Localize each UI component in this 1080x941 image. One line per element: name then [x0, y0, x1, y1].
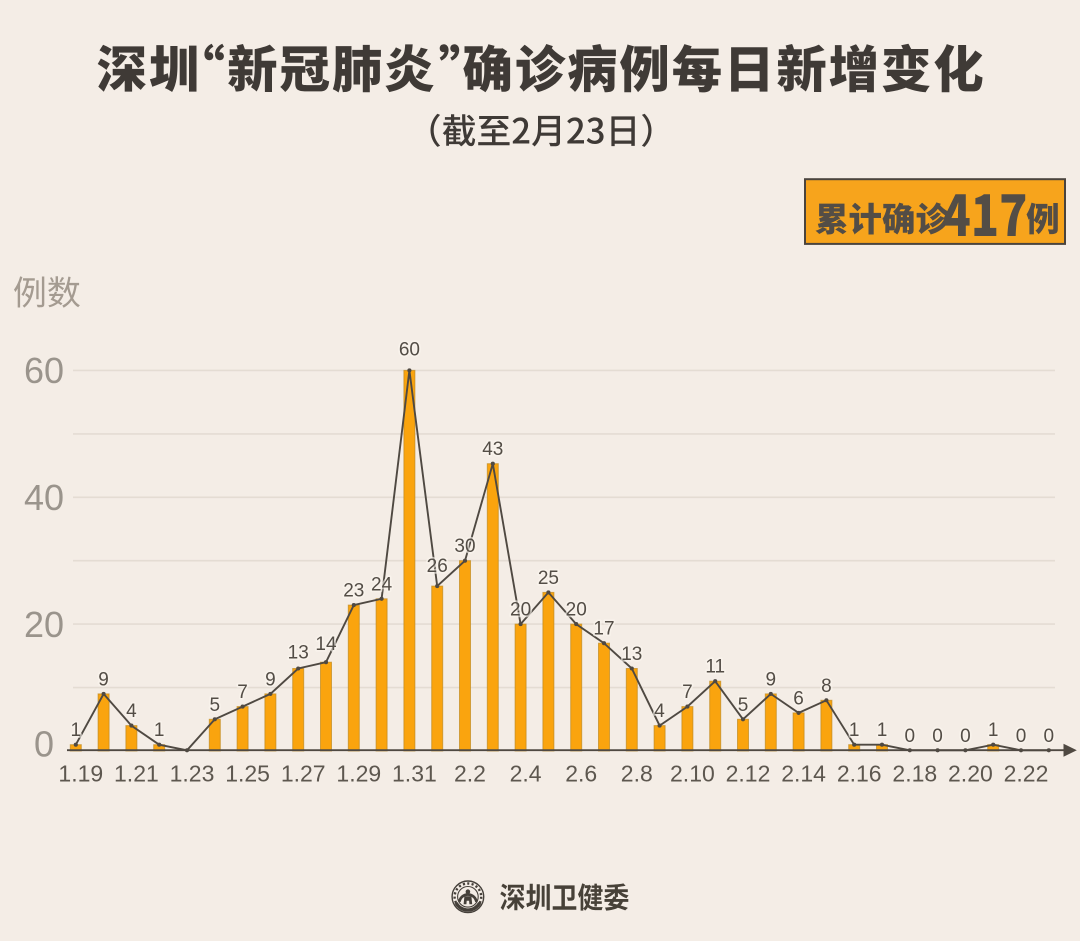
svg-text:4: 4	[654, 701, 665, 722]
svg-text:24: 24	[371, 574, 393, 595]
svg-text:1: 1	[849, 720, 860, 741]
svg-text:20: 20	[24, 604, 64, 645]
svg-text:2.16: 2.16	[837, 761, 882, 787]
svg-text:20: 20	[510, 600, 531, 621]
svg-text:6: 6	[793, 688, 804, 709]
svg-text:7: 7	[237, 682, 248, 703]
svg-text:0: 0	[960, 726, 971, 747]
svg-text:1: 1	[71, 720, 82, 741]
svg-text:17: 17	[593, 619, 614, 640]
svg-text:2.14: 2.14	[781, 761, 826, 787]
svg-text:9: 9	[265, 669, 276, 690]
svg-text:1.29: 1.29	[336, 761, 381, 787]
svg-text:2.10: 2.10	[670, 761, 715, 787]
svg-text:1.27: 1.27	[281, 761, 326, 787]
svg-text:1.19: 1.19	[58, 761, 103, 787]
svg-text:60: 60	[24, 350, 64, 391]
svg-text:0: 0	[1016, 726, 1027, 747]
svg-text:5: 5	[738, 695, 749, 716]
svg-text:26: 26	[427, 556, 448, 577]
svg-text:2.4: 2.4	[510, 761, 542, 787]
svg-text:1.25: 1.25	[225, 761, 270, 787]
svg-text:13: 13	[621, 644, 642, 665]
svg-text:5: 5	[210, 695, 221, 716]
svg-text:1.23: 1.23	[170, 761, 215, 787]
svg-text:0: 0	[1044, 726, 1055, 747]
svg-text:8: 8	[821, 676, 832, 697]
svg-text:2.2: 2.2	[454, 761, 486, 787]
svg-text:0: 0	[932, 726, 943, 747]
svg-text:1: 1	[154, 720, 165, 741]
svg-text:4: 4	[126, 701, 137, 722]
svg-text:14: 14	[315, 634, 337, 655]
svg-text:30: 30	[454, 536, 475, 557]
svg-text:2.20: 2.20	[948, 761, 993, 787]
svg-text:1: 1	[988, 720, 999, 741]
svg-text:9: 9	[766, 669, 777, 690]
svg-text:2.8: 2.8	[621, 761, 653, 787]
svg-text:40: 40	[24, 477, 64, 518]
svg-text:25: 25	[538, 568, 559, 589]
svg-text:11: 11	[705, 657, 725, 678]
svg-text:9: 9	[98, 669, 109, 690]
svg-text:60: 60	[399, 339, 420, 360]
svg-text:0: 0	[905, 726, 916, 747]
svg-text:23: 23	[343, 581, 364, 602]
svg-text:13: 13	[288, 643, 309, 664]
svg-text:20: 20	[566, 600, 587, 621]
svg-text:7: 7	[682, 682, 693, 703]
svg-text:43: 43	[482, 439, 503, 460]
svg-text:1: 1	[877, 720, 888, 741]
svg-text:2.22: 2.22	[1004, 761, 1049, 787]
svg-text:0: 0	[34, 724, 54, 765]
svg-text:2.6: 2.6	[565, 761, 597, 787]
svg-text:1.31: 1.31	[392, 761, 437, 787]
svg-text:2.12: 2.12	[726, 761, 771, 787]
svg-text:1.21: 1.21	[114, 761, 159, 787]
svg-text:2.18: 2.18	[892, 761, 937, 787]
